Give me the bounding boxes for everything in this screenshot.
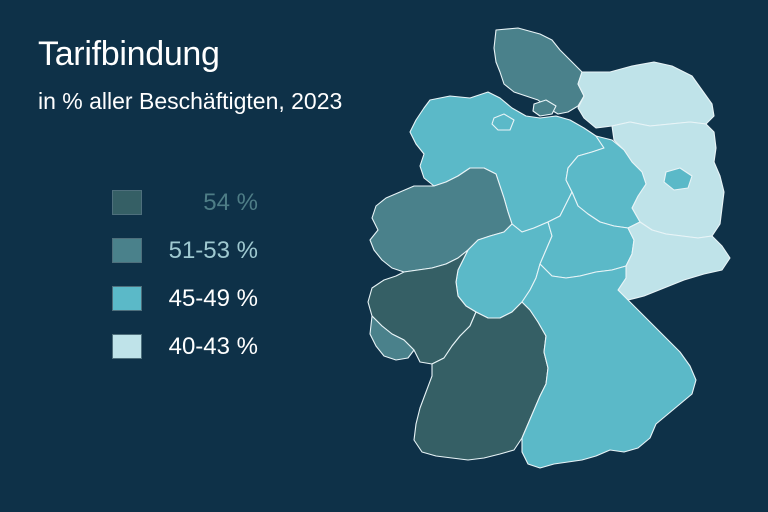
region-bremen xyxy=(491,113,515,131)
legend-swatch-54 xyxy=(112,190,142,215)
legend-label-40-43: 40-43 % xyxy=(168,333,258,360)
region-berlin xyxy=(663,167,693,191)
legend-label-51-53: 51-53 % xyxy=(168,237,258,264)
legend-item-54: 54 % xyxy=(112,188,262,236)
legend-item-40-43: 40-43 % xyxy=(112,332,262,380)
legend-swatch-51-53 xyxy=(112,238,142,263)
region-saarland xyxy=(369,315,415,361)
legend-item-51-53: 51-53 % xyxy=(112,236,262,284)
legend-label-45-49: 45-49 % xyxy=(168,285,258,312)
region-schleswig-holstein xyxy=(493,27,585,115)
legend-swatch-40-43 xyxy=(112,334,142,359)
legend-swatch-45-49 xyxy=(112,286,142,311)
legend-item-45-49: 45-49 % xyxy=(112,284,262,332)
legend-label-54: 54 % xyxy=(203,189,258,216)
region-hamburg xyxy=(532,99,557,117)
map-subtitle: in % aller Beschäftigten, 2023 xyxy=(38,88,343,114)
legend: 54 % 51-53 % 45-49 % 40-43 % xyxy=(112,188,262,380)
region-mecklenburg-vorpommern xyxy=(577,61,715,129)
map-title: Tarifbindung xyxy=(38,35,220,73)
region-bayern xyxy=(521,263,697,469)
